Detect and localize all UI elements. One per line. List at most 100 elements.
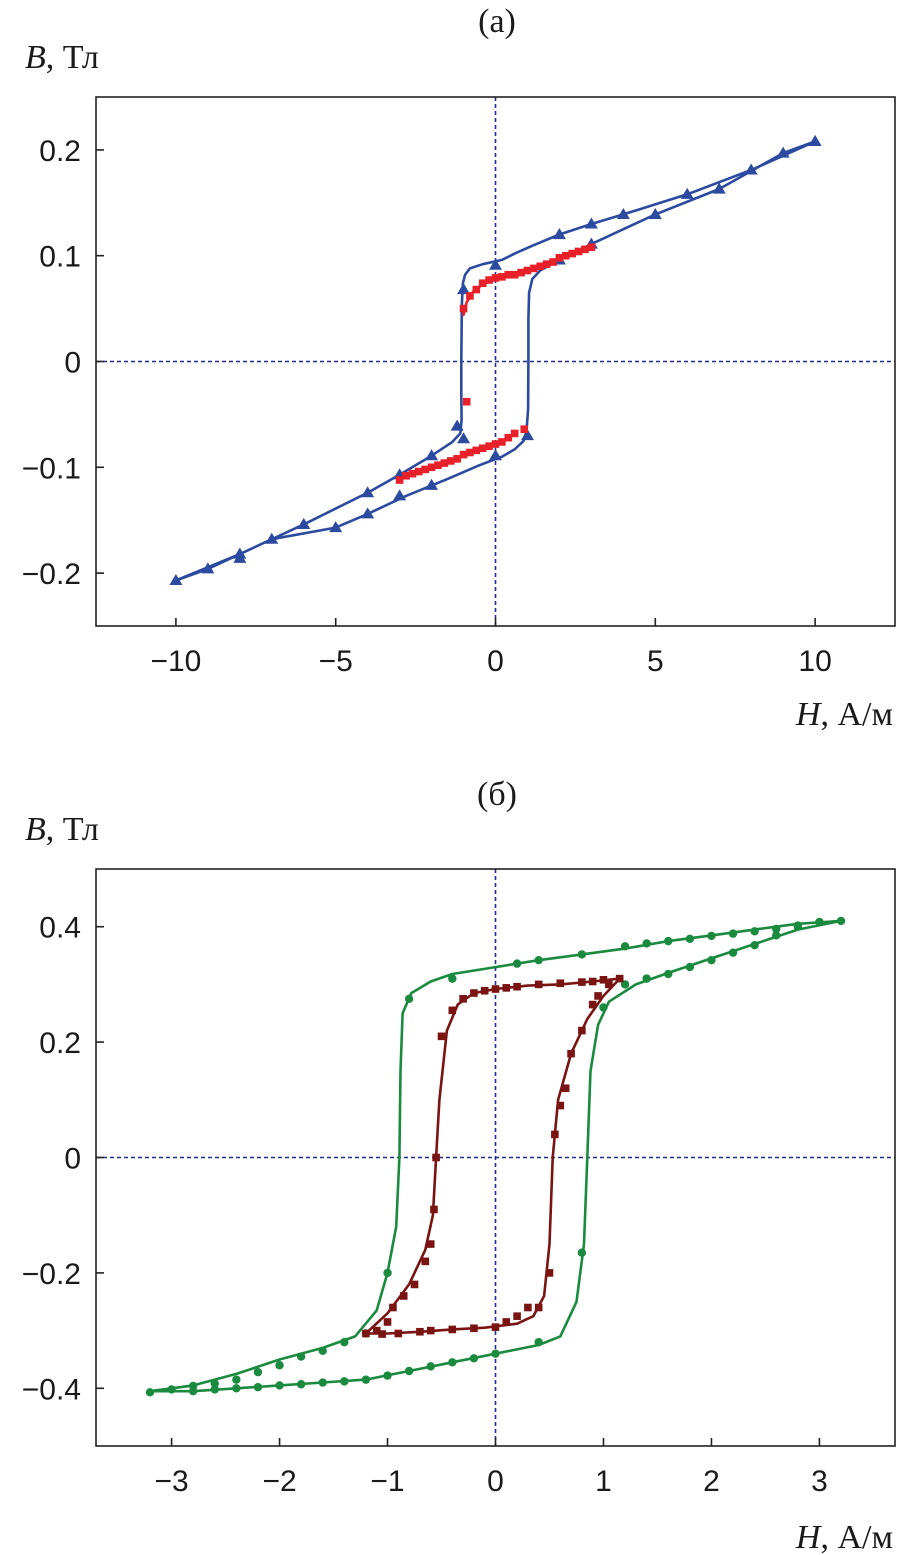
panel-b-series-1-circle-marker	[642, 974, 651, 983]
panel-b-series-2-square-marker	[470, 1324, 478, 1333]
panel-b-series-1-circle-marker	[577, 1248, 587, 1257]
panel-b-plot-frame	[95, 868, 896, 1447]
panel-b-series-1-circle-marker	[296, 1352, 306, 1361]
panel-a: (а) B, Тл H, А/м −10 −5 0 5 10 0.2 0.1 0 −0.1 −0.…	[22, 3, 896, 733]
panel-b-series-2-square-marker	[599, 975, 608, 984]
panel-b-series-2-square-marker	[502, 984, 511, 992]
panel-a-series-2-square-marker	[491, 274, 500, 282]
panel-a-series-2-square-marker	[491, 440, 500, 448]
panel-b-series-1-circle-marker	[534, 955, 543, 965]
panel-b-series-1-circle-marker	[750, 940, 759, 950]
panel-a-series-1-triangle-marker	[712, 182, 726, 194]
panel-a-series-2-square-marker	[408, 469, 417, 478]
panel-a-plot-frame	[95, 96, 896, 627]
panel-b-series-1-circle-marker	[707, 931, 716, 941]
panel-a-series-1-triangle-marker	[425, 478, 439, 490]
panel-b-series-2-square-marker	[594, 992, 602, 1000]
panel-a-series-1-triangle-marker	[265, 532, 279, 544]
panel-b-series-2-square-marker	[437, 1032, 446, 1041]
panel-b-series-1-circle-marker	[167, 1385, 176, 1394]
panel-a-series-2-square-marker	[562, 251, 570, 260]
panel-b-series-1-circle-marker	[491, 1349, 500, 1358]
panel-b-series-2-square-marker	[513, 982, 521, 991]
panel-a-series-2-square-marker	[555, 254, 564, 262]
panel-b-series-2-square-marker	[383, 1318, 392, 1326]
panel-a-series-1-triangle-marker	[648, 207, 662, 219]
panel-b-y-unit: , Тл	[46, 811, 99, 848]
panel-b-ticks: −3 −2 −1 0 1 2 3 0.4 0.2 0 −0.2 −0.4	[22, 912, 828, 1498]
panel-a-series-1-triangle-marker	[744, 163, 758, 175]
panel-b-y-axis-title: B, Тл	[25, 811, 99, 848]
panel-a-label: (а)	[478, 3, 516, 40]
panel-b-series-2-square-marker	[421, 1257, 430, 1266]
panel-b-series-1-circle-marker	[772, 924, 781, 934]
panel-b-series-1-circle-marker	[469, 1354, 479, 1363]
panel-a-series-2-square-marker	[462, 397, 471, 406]
panel-b-series-1-circle-marker	[448, 974, 457, 983]
panel-b-series-1-circle-marker	[426, 1362, 435, 1371]
panel-b-series-2-square-marker	[615, 974, 624, 983]
panel-b-series-1-circle-marker	[599, 1003, 608, 1012]
panel-b-series-2-square-marker	[416, 1327, 424, 1336]
panel-b-series-1-circle-marker	[707, 955, 716, 965]
panel-a-series-2-square-marker	[434, 461, 442, 469]
panel-b-series-1-circle-marker	[750, 927, 759, 936]
panel-a-series-1-triangle-marker	[457, 432, 471, 444]
panel-b-series-2-square-marker	[524, 1303, 532, 1312]
panel-b-series-2-square-marker	[556, 979, 565, 988]
panel-a-series-2-square-marker	[510, 429, 519, 438]
panel-b-series-1-circle-marker	[253, 1382, 263, 1392]
panel-b-series-1-circle-marker	[512, 959, 522, 968]
panel-a-zero-lines	[96, 97, 895, 626]
panel-b-series-2-square-marker	[399, 1292, 408, 1300]
panel-b-series-2-square-marker	[578, 1026, 586, 1035]
panel-a-series-2-square-marker	[427, 463, 436, 472]
panel-a-series-2-square-marker	[536, 262, 545, 271]
panel-a-series-2-square-marker	[466, 292, 474, 300]
panel-a-series-2-square-marker	[504, 433, 513, 442]
panel-b-series-1-circle-marker	[340, 1337, 349, 1347]
panel-b-y-tick-label: −0.4	[22, 1373, 81, 1406]
panel-a-series-2-square-marker	[459, 450, 468, 459]
panel-b-series-1-circle-marker	[404, 994, 414, 1004]
panel-b-series-2-square-marker	[588, 1000, 597, 1009]
panel-b-series-2-square-marker	[491, 985, 500, 993]
panel-a-series-2-square-marker	[478, 279, 487, 288]
panel-a-series-2-square-marker	[523, 266, 532, 275]
panel-b-series-2-square-marker	[394, 1329, 403, 1338]
panel-a-series-1-triangle-marker	[489, 258, 502, 270]
panel-b-series-2-square-marker	[588, 977, 597, 986]
panel-a-y-tick-label: 0.2	[39, 135, 81, 168]
panel-a-series-2-square-marker	[574, 247, 583, 256]
panel-b-y-tick-label: 0	[64, 1143, 81, 1176]
panel-b-series-1-circle-marker	[448, 1358, 457, 1367]
panel-b-series-1-circle-marker	[318, 1346, 327, 1355]
panel-a-y-tick-label: −0.1	[22, 452, 81, 485]
panel-b-series-2-square-marker	[605, 980, 613, 989]
panel-b-series-1-circle-marker	[836, 916, 846, 926]
panel-b-series-2-square-marker	[556, 1101, 565, 1110]
panel-b-series-1-circle-marker	[664, 936, 673, 946]
panel-b-x-unit: , А/м	[820, 1519, 893, 1555]
panel-b-x-tick-label: 3	[811, 1465, 828, 1498]
panel-b-series-1-circle-marker	[620, 942, 630, 951]
panel-a-series-2-square-marker	[459, 304, 468, 313]
panel-b-series-2-square-marker	[534, 1303, 543, 1312]
panel-b-series-1-circle-marker	[642, 939, 651, 948]
panel-a-series	[169, 134, 822, 586]
panel-b-series-2-square-marker	[534, 980, 543, 989]
panel-b-series-1-circle-marker	[210, 1385, 219, 1394]
panel-a-y-tick-label: 0	[64, 347, 81, 380]
panel-b-series-1-circle-marker	[232, 1375, 241, 1384]
panel-b: (б) B, Тл H, А/м −3 −2 −1 0 1 2 3 0.4 0.2 0 −0.2 −0…	[22, 776, 896, 1555]
panel-a-series-1-triangle-marker	[776, 146, 790, 158]
panel-b-x-tick-label: 1	[595, 1465, 612, 1498]
panel-b-y-symbol: B	[25, 811, 46, 848]
panel-b-series-1-circle-marker	[685, 934, 695, 944]
panel-b-series-1-circle-marker	[685, 962, 695, 972]
panel-b-zero-lines	[96, 869, 895, 1446]
panel-a-series-1-triangle-marker	[489, 449, 502, 461]
panel-a-series-2-square-marker	[485, 442, 493, 450]
panel-a-series-1-triangle-marker	[584, 217, 598, 229]
